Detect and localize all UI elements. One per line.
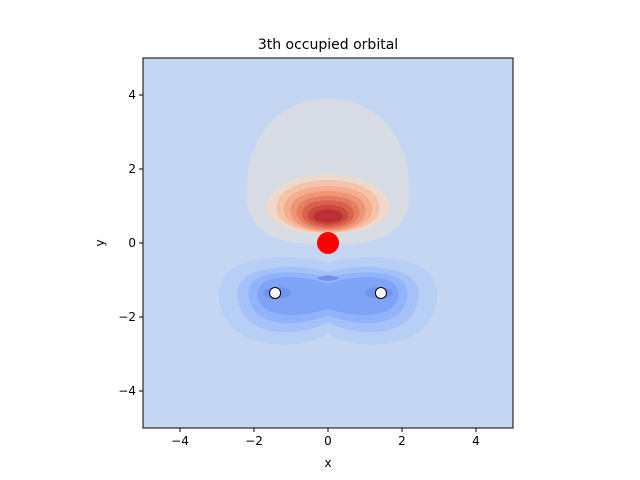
negative-contour-level	[257, 277, 399, 316]
oxygen-atom	[317, 232, 339, 254]
x-tick-label: 4	[472, 434, 480, 448]
positive-contour-level	[313, 209, 343, 223]
y-tick-label: 4	[128, 88, 136, 102]
x-tick-label: 0	[324, 434, 332, 448]
x-tick-label: −4	[171, 434, 189, 448]
x-axis-label: x	[324, 456, 331, 470]
y-tick-label: −4	[118, 384, 136, 398]
x-tick-label: −2	[245, 434, 263, 448]
y-axis-label: y	[93, 239, 107, 246]
y-tick-label: −2	[118, 310, 136, 324]
y-tick-label: 0	[128, 236, 136, 250]
negative-contour-level	[316, 275, 340, 281]
orbital-contours	[218, 98, 438, 345]
y-tick-label: 2	[128, 162, 136, 176]
plot-area	[142, 57, 514, 429]
x-axis-ticks: −4 −2 0 2 4	[171, 428, 480, 448]
atoms	[269, 232, 387, 299]
hydrogen-atom	[374, 286, 387, 299]
x-tick-label: 2	[398, 434, 406, 448]
y-axis-ticks: −4 −2 0 2 4	[118, 88, 143, 398]
hydrogen-atom	[269, 286, 282, 299]
chart-title: 3th occupied orbital	[258, 37, 398, 53]
